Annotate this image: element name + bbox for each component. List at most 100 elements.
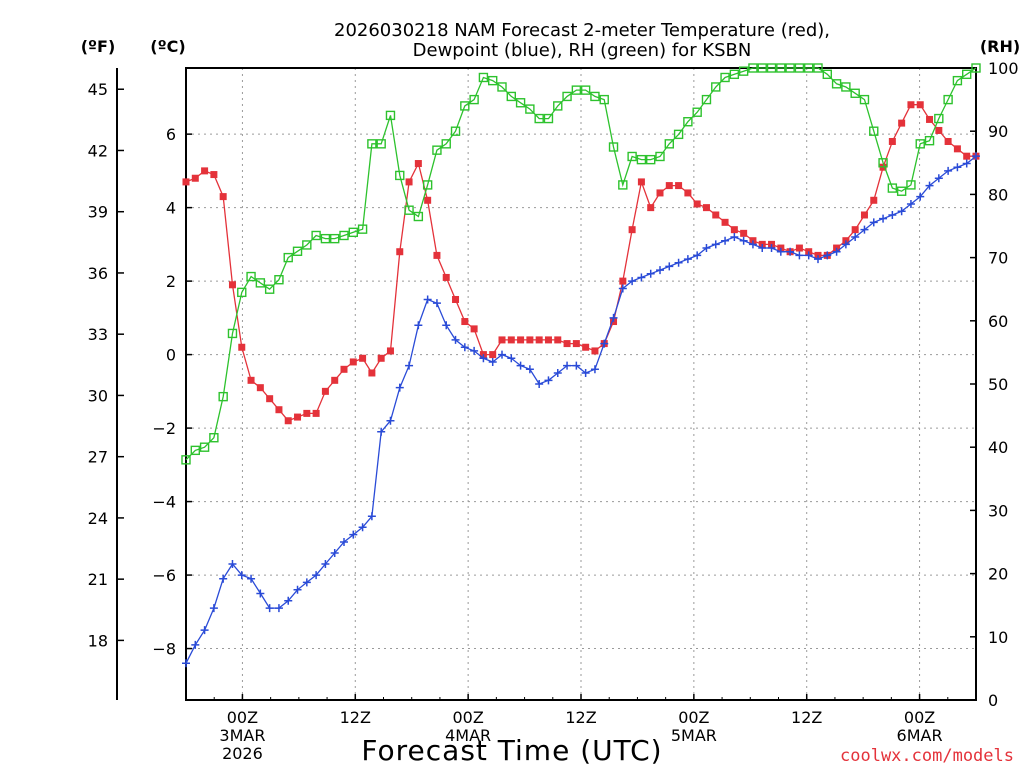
data-point — [600, 339, 609, 348]
data-point — [228, 560, 237, 569]
data-point — [712, 211, 720, 219]
data-point — [804, 63, 814, 73]
data-point — [860, 211, 868, 219]
data-point — [460, 101, 470, 111]
data-point — [488, 75, 498, 86]
data-point — [608, 142, 619, 152]
c-tick-label: −8 — [152, 640, 176, 659]
data-point — [850, 88, 860, 98]
data-point — [256, 384, 264, 392]
data-point — [841, 82, 851, 92]
c-tick-label: 0 — [166, 346, 176, 365]
grid — [186, 68, 976, 700]
data-point — [916, 101, 924, 109]
data-point — [460, 343, 469, 352]
data-point — [563, 340, 571, 348]
data-point — [451, 335, 460, 344]
data-point — [869, 218, 878, 227]
data-point — [255, 278, 266, 288]
data-point — [915, 139, 925, 149]
data-point — [247, 574, 256, 583]
data-point — [461, 318, 469, 326]
data-point — [896, 186, 907, 196]
data-point — [515, 98, 526, 108]
data-point — [331, 376, 339, 384]
data-point — [730, 233, 739, 242]
data-point — [944, 166, 953, 175]
data-point — [219, 193, 227, 201]
axes: 18212427303336394245−8−6−4−2024601020304… — [88, 59, 1019, 763]
data-point — [599, 94, 609, 105]
data-point — [934, 113, 944, 124]
data-point — [665, 262, 674, 271]
rh-unit-label: (RH) — [980, 37, 1020, 56]
c-tick-label: −6 — [152, 566, 176, 585]
data-point — [517, 336, 525, 344]
data-point — [562, 91, 572, 102]
data-point — [452, 295, 460, 303]
data-point — [897, 207, 906, 216]
data-point — [860, 225, 869, 234]
data-point — [851, 226, 859, 234]
data-point — [182, 178, 190, 186]
data-point — [238, 343, 246, 351]
data-point — [693, 200, 701, 208]
data-point — [358, 523, 367, 532]
x-tick-label: 3MAR — [219, 726, 265, 745]
data-point — [711, 240, 720, 249]
data-point — [348, 227, 358, 238]
data-point — [367, 139, 377, 149]
data-point — [757, 63, 767, 73]
data-point — [590, 91, 600, 102]
data-point — [953, 145, 961, 153]
data-point — [766, 63, 777, 73]
data-point — [432, 299, 441, 308]
data-point — [199, 442, 210, 452]
data-point — [395, 383, 404, 392]
data-point — [294, 413, 302, 421]
data-point — [609, 313, 618, 322]
data-point — [320, 233, 331, 244]
x-tick-label: 00Z — [678, 708, 709, 727]
c-tick-label: 4 — [166, 199, 176, 218]
data-point — [396, 248, 404, 256]
data-point — [554, 336, 562, 344]
data-point — [794, 63, 805, 73]
data-point — [209, 604, 218, 613]
data-point — [423, 295, 432, 304]
x-tick-label: 5MAR — [671, 726, 717, 745]
data-point — [405, 361, 414, 370]
data-point — [683, 255, 692, 264]
data-point — [182, 659, 190, 668]
data-point — [544, 376, 553, 385]
data-point — [580, 85, 591, 95]
data-point — [665, 182, 673, 190]
x-tick-label: 00Z — [227, 708, 258, 727]
data-point — [692, 107, 702, 117]
x-tick-label: 00Z — [452, 708, 483, 727]
data-point — [907, 101, 915, 109]
data-point — [330, 233, 340, 244]
data-point — [201, 167, 209, 175]
data-point — [274, 604, 283, 613]
data-point — [284, 596, 293, 605]
data-point — [701, 94, 712, 105]
data-point — [618, 284, 627, 293]
x-axis-title: Forecast Time (UTC) — [361, 734, 662, 767]
data-point — [292, 246, 303, 256]
f-tick-label: 33 — [88, 325, 108, 344]
data-point — [395, 170, 405, 181]
data-point — [339, 230, 349, 241]
data-point — [349, 358, 357, 366]
data-point — [926, 115, 934, 123]
data-point — [767, 244, 776, 253]
data-point — [470, 325, 478, 333]
data-point — [357, 224, 368, 234]
data-point — [479, 354, 488, 363]
data-point — [971, 63, 981, 73]
rh-tick-label: 30 — [988, 501, 1008, 520]
data-point — [702, 244, 711, 253]
data-point — [507, 354, 516, 363]
data-point — [647, 204, 655, 212]
